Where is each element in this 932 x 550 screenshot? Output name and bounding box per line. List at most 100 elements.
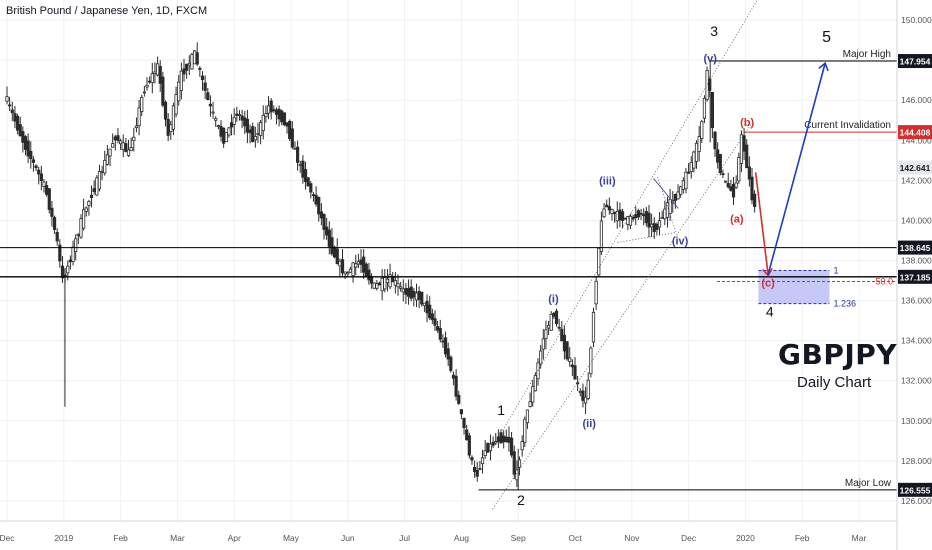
candle-body (129, 147, 133, 152)
candle-body (319, 211, 323, 219)
candle-body (227, 127, 231, 136)
candle-body (251, 126, 255, 143)
candle-body (650, 223, 654, 228)
candle-body (552, 312, 556, 317)
candle-body (673, 193, 677, 201)
candle-body (10, 109, 14, 114)
candle-body (737, 157, 741, 182)
level-label: Major Low (845, 478, 892, 489)
candle-body (581, 390, 585, 401)
drawings (492, 0, 825, 510)
candle-body (428, 304, 432, 319)
candle-body (272, 109, 276, 112)
candle-body (663, 208, 667, 220)
candle-body (290, 128, 294, 148)
candle-body (113, 136, 117, 141)
candle-body (332, 246, 337, 258)
candle-body (95, 177, 99, 196)
candle-body (676, 191, 680, 200)
candle-body (636, 210, 641, 218)
candle-body (507, 436, 511, 443)
candle-body (52, 217, 57, 230)
candle-body (21, 131, 25, 143)
candle-body (119, 140, 123, 145)
candle-body (512, 451, 516, 475)
candle-body (264, 113, 268, 118)
candle-body (92, 188, 96, 193)
candle-body (200, 75, 205, 81)
candle-body (377, 282, 382, 286)
candle-body (203, 82, 207, 91)
candle-body (375, 283, 379, 289)
candle-body (325, 226, 329, 236)
candle-body (404, 288, 408, 295)
candle-body (393, 280, 397, 286)
candle-body (306, 177, 310, 187)
candle-body (185, 63, 189, 71)
candle-body (591, 311, 596, 343)
candle-body (753, 193, 757, 208)
candle-body (634, 214, 638, 218)
candle-body (739, 134, 744, 164)
candle-body (467, 435, 471, 456)
candle-body (256, 133, 260, 135)
candle-body (354, 263, 358, 268)
wave-1-label: 1 (497, 402, 505, 418)
candle-body (692, 151, 696, 169)
level-label: Current Invalidation (804, 120, 891, 131)
candle-body (224, 131, 228, 143)
candle-body (58, 244, 62, 262)
wave-labels: 1 2 3 4 5 (i) (ii) (iii) (iv) (v) (a) (b) (c) (497, 23, 831, 508)
candle-body (496, 436, 500, 442)
wave-5-label: 5 (822, 29, 831, 46)
wave-c-label: (c) (761, 278, 775, 290)
price-label-box (898, 240, 932, 255)
candle-body (578, 390, 582, 393)
candle-body (480, 457, 485, 465)
candle-body (348, 268, 353, 273)
candle-body (694, 142, 699, 162)
candle-body (684, 171, 688, 190)
candle-body (259, 122, 263, 136)
candle-body (391, 276, 395, 283)
candle-body (97, 171, 102, 190)
candle-body (335, 248, 339, 265)
candle-body (436, 326, 440, 331)
candle-body (79, 218, 83, 238)
candle-body (716, 149, 720, 163)
candle-body (37, 169, 41, 175)
candle-body (531, 386, 535, 403)
candle-body (330, 237, 334, 255)
candle-body (285, 122, 289, 127)
candle-body (8, 104, 12, 107)
candle-body (266, 105, 271, 114)
candle-body (29, 150, 33, 160)
candle-body (317, 196, 321, 215)
candle-body (327, 229, 331, 247)
candle-body (124, 143, 128, 153)
candle-body (288, 120, 292, 139)
candle-body (132, 136, 136, 141)
candle-body (105, 154, 109, 165)
x-tick-label: 2019 (54, 533, 73, 543)
wave-2-label: 2 (517, 492, 525, 508)
candle-body (111, 143, 115, 148)
wave-iii-label: (iii) (599, 175, 616, 187)
candle-body (576, 382, 580, 385)
candle-body (729, 186, 733, 191)
candle-body (491, 442, 495, 446)
candle-body (747, 166, 751, 180)
candle-body (100, 170, 104, 173)
candle-body (652, 223, 656, 233)
candle-body (192, 50, 197, 65)
wave-v-label: (v) (703, 53, 717, 65)
candle-body (42, 181, 46, 187)
price-label: 142.641 (900, 163, 931, 173)
timeframe-watermark: Daily Chart (797, 374, 872, 391)
triangle-line (653, 178, 679, 209)
candle-body (401, 288, 405, 293)
candle-body (486, 442, 490, 453)
candle-body (364, 263, 368, 277)
x-tick-label: 2020 (736, 533, 755, 543)
